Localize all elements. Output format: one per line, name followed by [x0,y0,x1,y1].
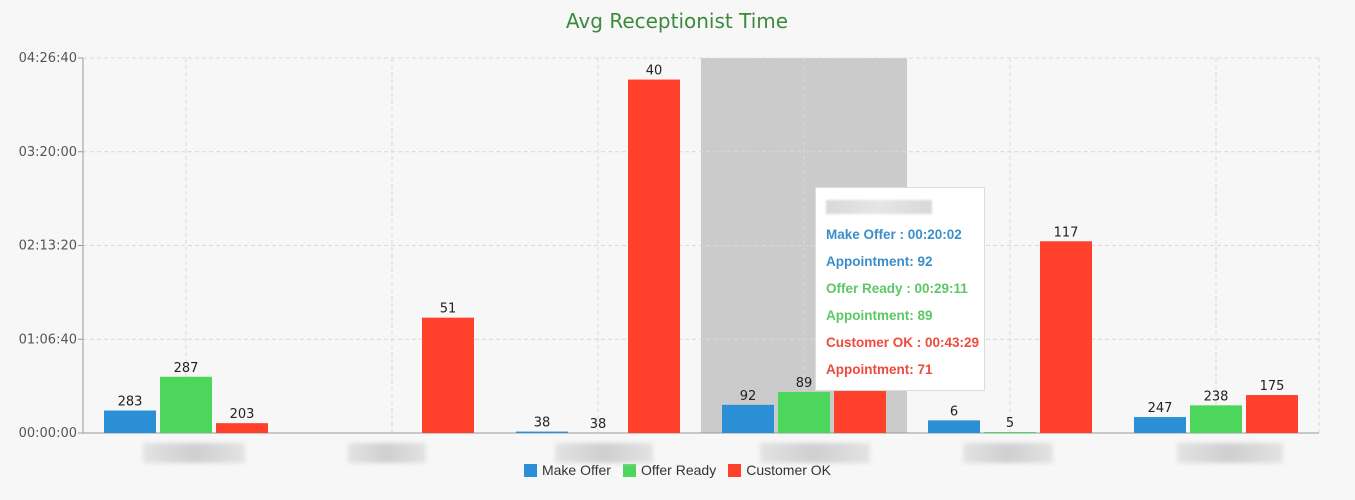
legend: Make Offer Offer Ready Customer OK [0,462,1355,478]
bar-offer-ready [778,391,830,433]
data-label: 5 [1006,416,1014,431]
y-tick-label: 00:00:00 [19,426,77,441]
y-tick-label: 03:20:00 [19,145,77,160]
tooltip-line: Offer Ready : 00:29:11 [826,281,968,296]
data-label: 40 [646,64,663,79]
legend-swatch [728,463,742,477]
y-tick-label: 01:06:40 [19,332,77,347]
tooltip-line: Appointment: 71 [826,362,933,377]
y-tick-label: 02:13:20 [19,239,77,254]
data-label: 38 [534,416,551,431]
data-label: 238 [1204,389,1229,404]
bar-offer-ready [160,376,212,433]
bar-offer-ready [1190,405,1242,433]
legend-item[interactable]: Make Offer [523,462,611,478]
bar-customer-ok [1246,395,1298,433]
legend-label: Make Offer [541,462,611,478]
legend-swatch [622,463,636,477]
tooltip-line: Appointment: 92 [826,254,933,269]
data-label: 203 [230,407,255,422]
tooltip-header-redacted [826,200,932,214]
x-tick-label-redacted-5 [963,443,1053,463]
legend-item[interactable]: Customer OK [728,462,831,478]
legend-label: Offer Ready [640,462,717,478]
x-tick-label-redacted-4 [760,443,870,463]
x-tick-label-redacted-2 [348,443,426,463]
bar-make-offer [722,404,774,433]
tooltip-line: Appointment: 89 [826,308,933,323]
bar-make-offer [928,420,980,433]
data-label: 117 [1054,225,1079,240]
x-tick-label-redacted-6 [1177,443,1283,463]
data-label: 89 [796,376,813,391]
data-label: 175 [1260,379,1285,394]
bar-make-offer [1134,417,1186,433]
bar-customer-ok [422,317,474,433]
data-label: 6 [950,404,958,419]
bar-make-offer [516,431,568,433]
chart-title: Avg Receptionist Time [566,9,788,33]
x-tick-label-redacted-3 [555,443,653,463]
data-label: 92 [740,389,757,404]
x-tick-label-redacted-1 [143,443,245,463]
data-label: 287 [174,361,199,376]
data-label: 51 [440,302,457,317]
bar-customer-ok [1040,241,1092,433]
bar-customer-ok [216,423,268,433]
legend-swatch [523,463,537,477]
bar-offer-ready [984,432,1036,433]
bar-make-offer [104,410,156,433]
tooltip-line: Make Offer : 00:20:02 [826,227,962,242]
y-tick-label: 04:26:40 [19,51,77,66]
data-label: 283 [118,395,143,410]
bar-customer-ok [628,79,680,433]
legend-item[interactable]: Offer Ready [622,462,717,478]
tooltip: Make Offer : 00:20:02 Appointment: 92 Offe… [815,187,985,391]
tooltip-line: Customer OK : 00:43:29 [826,335,980,350]
legend-label: Customer OK [746,462,832,478]
data-label: 38 [590,417,607,432]
data-label: 247 [1148,401,1173,416]
